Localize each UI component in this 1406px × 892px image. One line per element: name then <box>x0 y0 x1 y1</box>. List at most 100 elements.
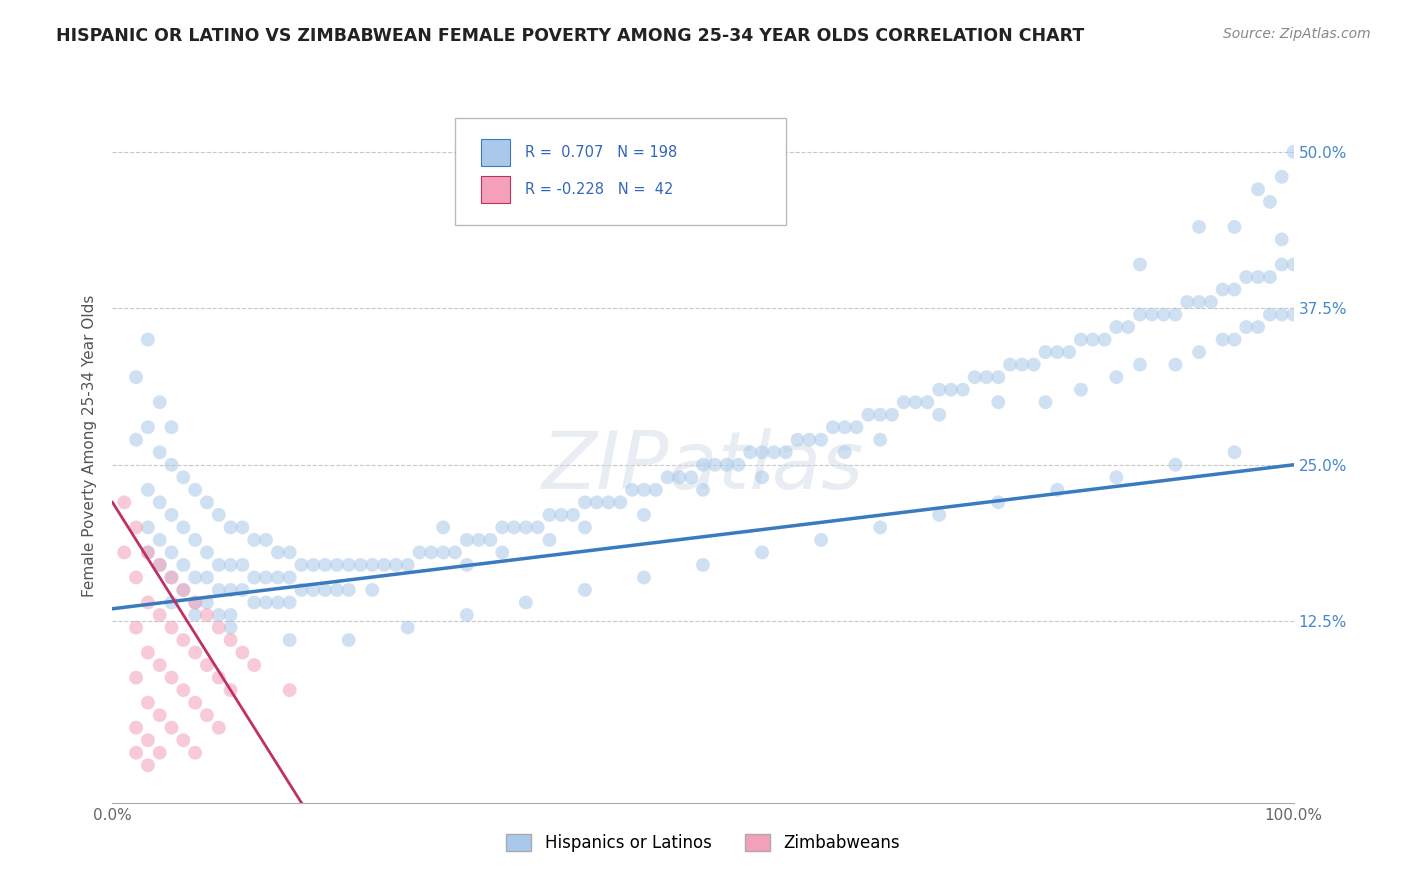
Point <box>987 395 1010 409</box>
Point <box>125 370 148 384</box>
Point <box>136 420 159 434</box>
Point <box>243 533 266 547</box>
Point <box>692 458 714 472</box>
Point <box>219 558 242 572</box>
Point <box>585 495 607 509</box>
Point <box>1105 370 1128 384</box>
Point <box>1223 445 1246 459</box>
Bar <box>481 139 510 166</box>
Text: ZIPatlas: ZIPatlas <box>541 428 865 507</box>
Point <box>574 495 596 509</box>
Point <box>1011 358 1033 372</box>
Point <box>184 607 207 622</box>
Point <box>1199 295 1222 310</box>
Point <box>243 658 266 673</box>
Point <box>1247 182 1270 196</box>
Point <box>858 408 880 422</box>
Point <box>231 582 253 597</box>
Point <box>160 595 183 609</box>
Point <box>1070 383 1092 397</box>
Point <box>160 721 183 735</box>
Point <box>278 595 301 609</box>
Point <box>1234 320 1257 334</box>
Point <box>184 595 207 609</box>
Point <box>195 495 218 509</box>
Point <box>1282 145 1305 159</box>
Point <box>184 570 207 584</box>
Point <box>1212 333 1234 347</box>
Point <box>1140 308 1163 322</box>
Point <box>208 582 231 597</box>
Point <box>302 582 325 597</box>
Point <box>208 621 231 635</box>
Point <box>1223 283 1246 297</box>
Point <box>1164 358 1187 372</box>
Point <box>538 508 561 522</box>
Point <box>1247 320 1270 334</box>
Point <box>681 470 703 484</box>
Point <box>136 733 159 747</box>
Point <box>195 595 218 609</box>
Point <box>1247 270 1270 285</box>
Point <box>278 570 301 584</box>
Text: Source: ZipAtlas.com: Source: ZipAtlas.com <box>1223 27 1371 41</box>
Point <box>136 758 159 772</box>
Point <box>160 570 183 584</box>
Point <box>976 370 998 384</box>
Point <box>208 721 231 735</box>
Text: R = -0.228   N =  42: R = -0.228 N = 42 <box>524 182 673 197</box>
Point <box>136 545 159 559</box>
Point <box>125 570 148 584</box>
Point <box>149 746 172 760</box>
Point <box>456 558 478 572</box>
Point <box>939 383 962 397</box>
Point <box>243 595 266 609</box>
Point <box>172 633 194 648</box>
Point <box>821 420 844 434</box>
Point <box>928 508 950 522</box>
Point <box>149 658 172 673</box>
Point <box>1271 257 1294 271</box>
Point <box>1164 458 1187 472</box>
Point <box>952 383 974 397</box>
Point <box>1046 483 1069 497</box>
Point <box>149 445 172 459</box>
Point <box>420 545 443 559</box>
Point <box>195 545 218 559</box>
Point <box>1105 470 1128 484</box>
Point <box>657 470 679 484</box>
Point <box>479 533 502 547</box>
Point <box>845 420 868 434</box>
Point <box>125 746 148 760</box>
Point <box>136 696 159 710</box>
Point <box>184 595 207 609</box>
Point <box>195 708 218 723</box>
Point <box>834 445 856 459</box>
Bar <box>481 177 510 203</box>
Point <box>598 495 620 509</box>
Point <box>1070 333 1092 347</box>
Point <box>1258 308 1281 322</box>
Point <box>184 483 207 497</box>
Point <box>149 708 172 723</box>
Point <box>219 621 242 635</box>
Point <box>172 733 194 747</box>
Point <box>444 545 467 559</box>
Point <box>799 433 821 447</box>
Point <box>326 558 349 572</box>
Point <box>456 533 478 547</box>
Legend: Hispanics or Latinos, Zimbabweans: Hispanics or Latinos, Zimbabweans <box>499 827 907 859</box>
Point <box>526 520 548 534</box>
Point <box>810 433 832 447</box>
Point <box>219 607 242 622</box>
Point <box>1258 270 1281 285</box>
Point <box>172 470 194 484</box>
Point <box>136 483 159 497</box>
Point <box>267 570 290 584</box>
Point <box>1046 345 1069 359</box>
Point <box>125 433 148 447</box>
Point <box>172 582 194 597</box>
Point <box>574 582 596 597</box>
Point <box>337 558 360 572</box>
Point <box>644 483 666 497</box>
